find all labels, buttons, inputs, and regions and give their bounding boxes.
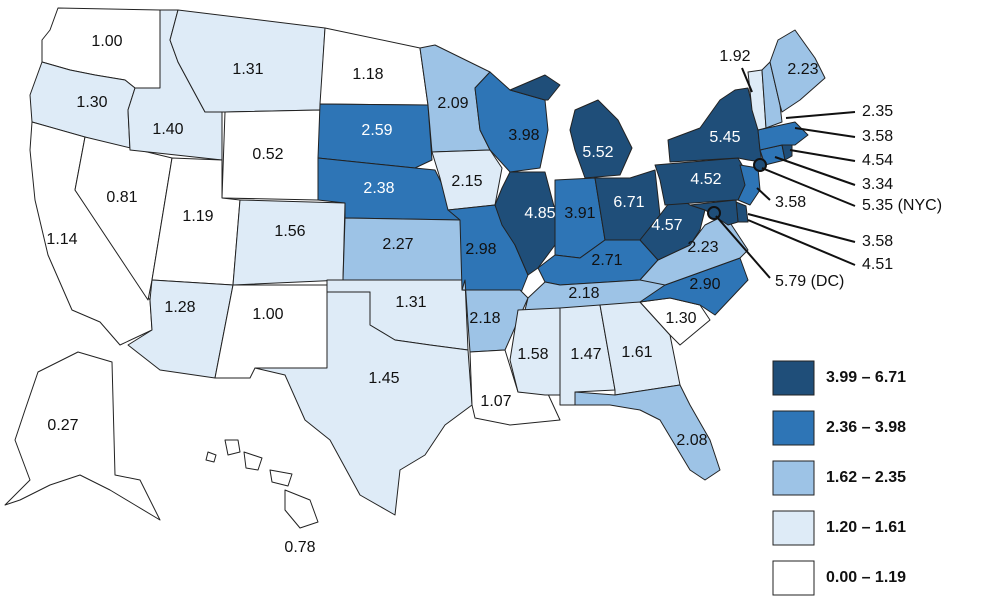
label-ok: 1.31 — [395, 294, 426, 311]
state-il — [494, 171, 556, 276]
label-sd: 2.59 — [361, 122, 392, 139]
label-ks: 2.27 — [382, 236, 413, 253]
leader-md — [747, 219, 856, 266]
state-tx — [254, 291, 473, 516]
state-la — [469, 349, 561, 426]
state-vt — [747, 69, 767, 131]
legend-label-1: 3.99 – 6.71 — [826, 369, 906, 386]
callout-ma: 3.58 — [862, 128, 893, 145]
legend-label-2: 2.36 – 3.98 — [826, 419, 906, 436]
legend-swatch-2 — [772, 410, 815, 446]
label-ut: 1.19 — [182, 208, 213, 225]
label-tx: 1.45 — [368, 370, 399, 387]
label-al: 1.47 — [570, 346, 601, 363]
label-nm: 1.00 — [252, 306, 283, 323]
label-il: 4.85 — [524, 205, 555, 222]
callout-dc: 5.79 (DC) — [775, 273, 844, 290]
leader-vt — [741, 67, 753, 93]
leader-nh — [785, 111, 856, 119]
leader-ma — [794, 127, 856, 138]
legend-swatch-4 — [772, 510, 815, 546]
legend-swatch-1 — [772, 360, 815, 396]
state-mi — [509, 74, 561, 101]
label-ne: 2.38 — [363, 180, 394, 197]
label-ga: 1.61 — [621, 344, 652, 361]
state-hi — [205, 439, 319, 529]
label-nc: 2.90 — [689, 276, 720, 293]
callout-nh: 2.35 — [862, 103, 893, 120]
label-ar: 2.18 — [469, 310, 500, 327]
state-ak — [4, 351, 161, 521]
label-in: 3.91 — [564, 205, 595, 222]
label-wa: 1.00 — [91, 33, 122, 50]
state-nv — [74, 136, 173, 301]
callout-nj: 3.58 — [775, 194, 806, 211]
callout-de: 3.58 — [862, 233, 893, 250]
state-mi-lower — [569, 99, 633, 179]
legend: 3.99 – 6.71 2.36 – 3.98 1.62 – 2.35 1.20… — [772, 360, 906, 596]
callout-ri: 4.54 — [862, 152, 893, 169]
legend-label-3: 1.62 – 2.35 — [826, 469, 906, 486]
label-hi: 0.78 — [284, 539, 315, 556]
callout-ct: 3.34 — [862, 176, 893, 193]
leader-ct — [774, 156, 856, 186]
label-mn: 2.09 — [437, 95, 468, 112]
state-fl — [574, 384, 721, 481]
leader-nj — [756, 187, 771, 201]
label-nd: 1.18 — [352, 66, 383, 83]
label-ms: 1.58 — [517, 346, 548, 363]
label-id: 1.40 — [152, 121, 183, 138]
label-va: 2.23 — [687, 239, 718, 256]
label-mo: 2.98 — [465, 241, 496, 258]
label-sc: 1.30 — [665, 310, 696, 327]
label-fl: 2.08 — [676, 432, 707, 449]
leader-de — [747, 213, 856, 243]
legend-swatch-5 — [772, 560, 815, 596]
label-ca: 1.14 — [46, 231, 77, 248]
state-ny — [667, 87, 763, 163]
legend-label-4: 1.20 – 1.61 — [826, 519, 906, 536]
label-mt: 1.31 — [232, 61, 263, 78]
state-nh — [761, 61, 783, 129]
label-ky: 2.71 — [591, 252, 622, 269]
label-la: 1.07 — [480, 393, 511, 410]
state-co — [232, 199, 346, 286]
label-nv: 0.81 — [106, 189, 137, 206]
label-mi: 5.52 — [582, 144, 613, 161]
legend-label-5: 0.00 – 1.19 — [826, 569, 906, 586]
state-nm — [214, 284, 328, 379]
state-me — [769, 29, 826, 113]
label-co: 1.56 — [274, 223, 305, 240]
callout-nyc: 5.35 (NYC) — [862, 197, 942, 214]
leader-nyc — [761, 167, 856, 207]
label-oh: 6.71 — [613, 194, 644, 211]
leader-ri — [789, 149, 856, 162]
label-wv: 4.57 — [651, 217, 682, 234]
label-tn: 2.18 — [568, 285, 599, 302]
state-sd — [317, 103, 433, 169]
label-me: 2.23 — [787, 61, 818, 78]
label-ny: 5.45 — [709, 129, 740, 146]
leader-dc — [715, 215, 771, 279]
label-pa: 4.52 — [690, 171, 721, 188]
label-wi: 3.98 — [508, 127, 539, 144]
label-wy: 0.52 — [252, 146, 283, 163]
label-vt: 1.92 — [719, 48, 750, 65]
label-ia: 2.15 — [451, 173, 482, 190]
label-or: 1.30 — [76, 94, 107, 111]
label-ak: 0.27 — [47, 417, 78, 434]
label-az: 1.28 — [164, 299, 195, 316]
callout-md: 4.51 — [862, 256, 893, 273]
legend-swatch-3 — [772, 460, 815, 496]
